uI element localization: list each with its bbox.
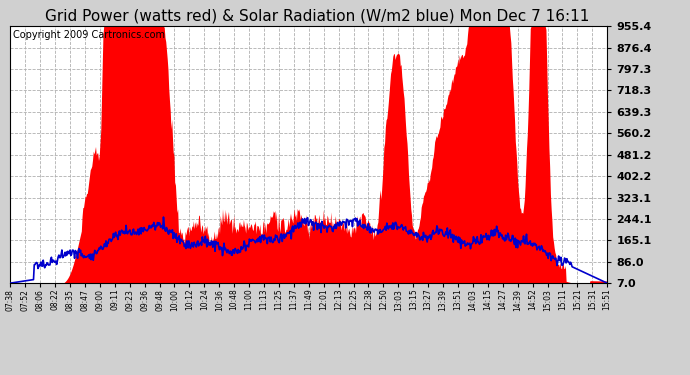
Text: Copyright 2009 Cartronics.com: Copyright 2009 Cartronics.com — [13, 30, 166, 40]
Text: Grid Power (watts red) & Solar Radiation (W/m2 blue) Mon Dec 7 16:11: Grid Power (watts red) & Solar Radiation… — [46, 8, 589, 23]
